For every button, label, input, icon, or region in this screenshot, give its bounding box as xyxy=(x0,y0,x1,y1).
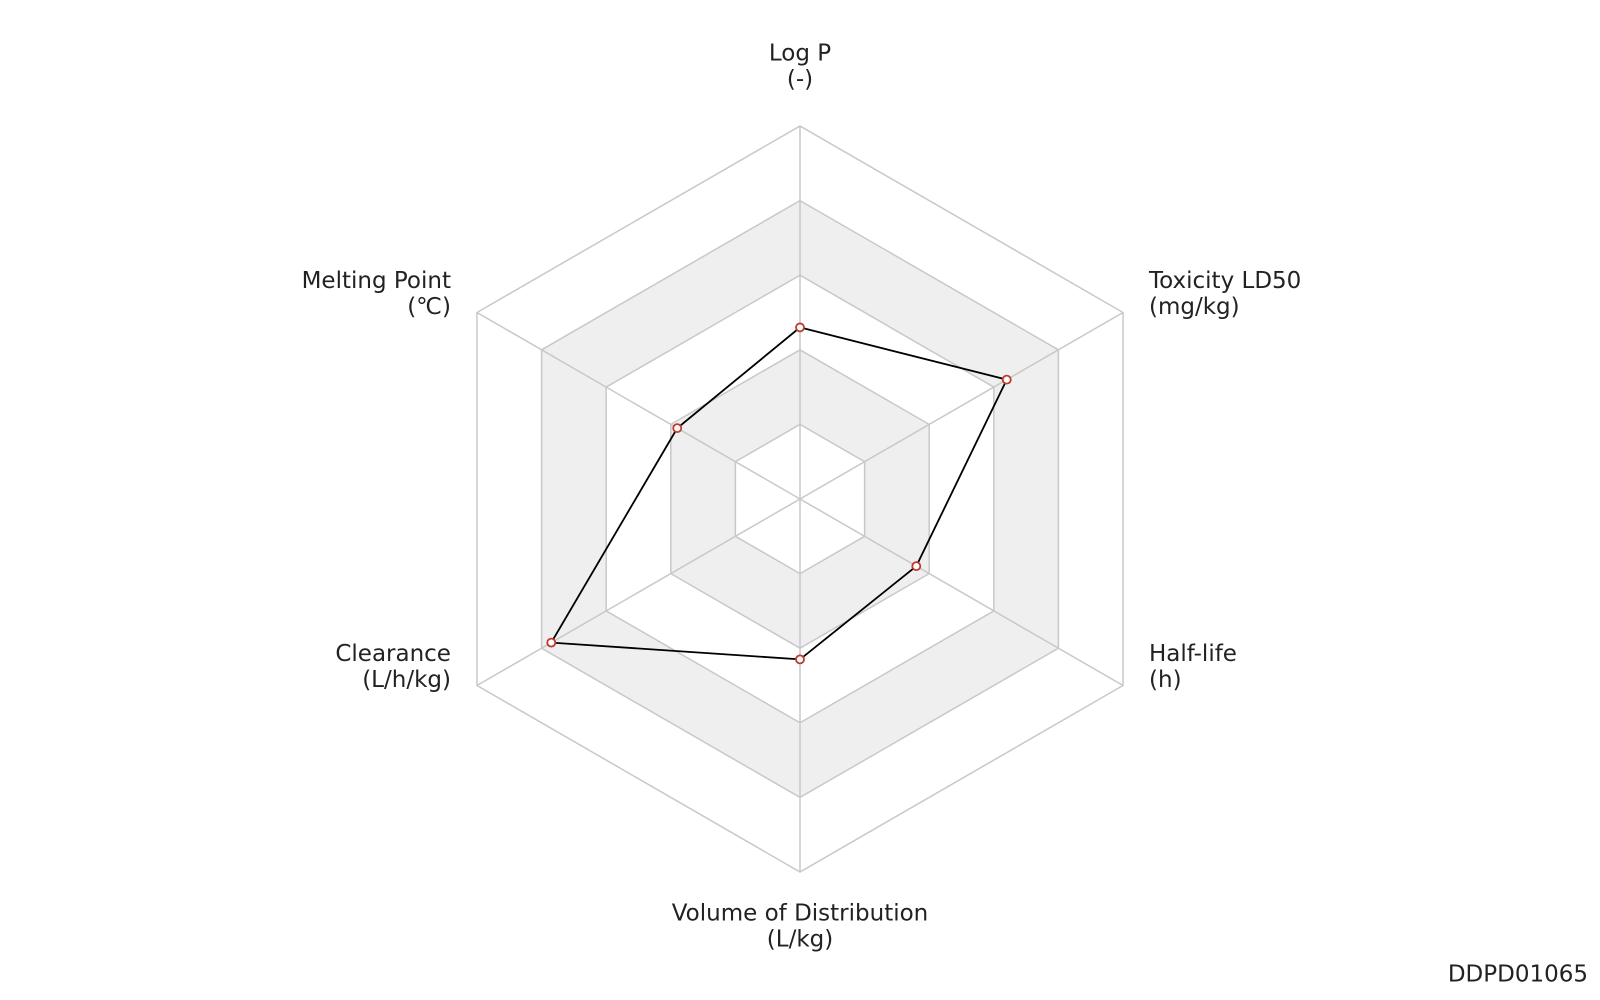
data-point xyxy=(546,637,557,648)
data-point xyxy=(795,322,805,333)
axis-unit: (℃) xyxy=(407,294,451,320)
data-point xyxy=(911,561,922,572)
axis-spoke xyxy=(799,498,1124,687)
watermark: DDPD01065 xyxy=(1448,962,1588,988)
axis-label: Melting Point xyxy=(302,268,451,294)
data-point xyxy=(1001,374,1012,385)
axis-label: Volume of Distribution xyxy=(672,901,929,927)
axis-spoke xyxy=(476,498,801,687)
axis-label: Toxicity LD50 xyxy=(1148,268,1301,294)
axis-label: Half-life xyxy=(1149,641,1237,667)
grid-band xyxy=(670,349,930,649)
axis-unit: (mg/kg) xyxy=(1149,294,1240,320)
data-point xyxy=(672,423,683,434)
data-point xyxy=(795,654,805,665)
axis-unit: (h) xyxy=(1149,667,1182,693)
axis-spoke xyxy=(476,311,801,500)
axis-unit: (L/kg) xyxy=(767,927,833,953)
axis-spoke xyxy=(799,311,1124,500)
axis-label: Log P xyxy=(769,41,831,67)
axis-unit: (-) xyxy=(787,67,813,93)
axis-label: Clearance xyxy=(335,641,451,667)
axis-unit: (L/h/kg) xyxy=(362,667,451,693)
